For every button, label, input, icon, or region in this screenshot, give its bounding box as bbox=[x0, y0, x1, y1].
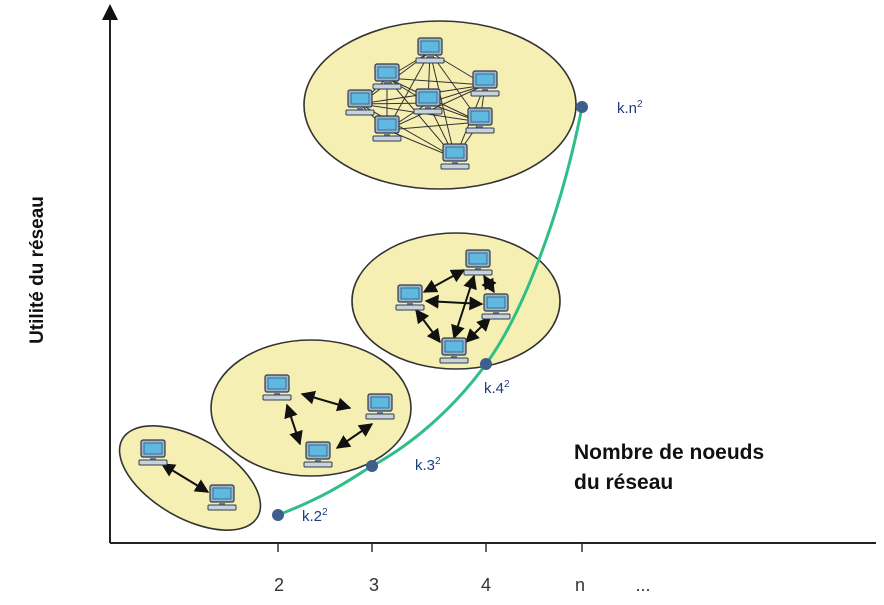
computer-icon bbox=[413, 88, 443, 115]
x-axis-label-line2: du réseau bbox=[574, 471, 674, 494]
y-axis-label: Utilité du réseau bbox=[8, 150, 68, 390]
label-kn: k.n2 bbox=[617, 99, 643, 117]
computer-icon bbox=[395, 284, 425, 311]
growth-curve bbox=[277, 106, 584, 517]
x-ticks bbox=[277, 543, 583, 552]
link-arrows bbox=[160, 269, 497, 493]
point-k2 bbox=[272, 509, 284, 521]
computer-icon bbox=[415, 37, 445, 64]
computer-icon bbox=[207, 484, 237, 511]
computer-icon bbox=[262, 374, 292, 401]
computer-icon bbox=[372, 63, 402, 90]
label-k3: k.32 bbox=[415, 456, 441, 474]
tick-label-4: 4 bbox=[481, 575, 491, 595]
computer-icon bbox=[345, 89, 375, 116]
computer-icon bbox=[303, 441, 333, 468]
tick-label-n: n bbox=[575, 575, 585, 595]
computer-icon bbox=[463, 249, 493, 276]
x-axis-label: Nombre de noeuds du réseau bbox=[574, 438, 874, 498]
arrow-3-a bbox=[300, 390, 352, 412]
label-k4: k.42 bbox=[484, 379, 510, 397]
computer-icon bbox=[365, 393, 395, 420]
arrow-3-b bbox=[284, 403, 303, 446]
point-kn bbox=[576, 101, 588, 113]
tick-label-2: 2 bbox=[274, 575, 284, 595]
arrow-3-c bbox=[335, 423, 374, 449]
computer-icon bbox=[372, 115, 402, 142]
computer-icon bbox=[470, 70, 500, 97]
computer-icon bbox=[138, 439, 168, 466]
arrow-4-a bbox=[422, 269, 466, 293]
computer-icon bbox=[481, 293, 511, 320]
y-axis-label-text: Utilité du réseau bbox=[27, 196, 49, 344]
arrow-2-a bbox=[160, 463, 210, 493]
arrow-4-f bbox=[465, 317, 491, 343]
computer-icon bbox=[439, 337, 469, 364]
arrow-4-d bbox=[481, 274, 497, 294]
x-axis-label-line1: Nombre de noeuds bbox=[574, 441, 765, 464]
arrow-4-e bbox=[451, 274, 477, 340]
label-k2: k.22 bbox=[302, 507, 328, 525]
computer-icon bbox=[465, 107, 495, 134]
arrow-4-c bbox=[415, 308, 441, 344]
computer-icon bbox=[440, 143, 470, 170]
tick-label-3: 3 bbox=[369, 575, 379, 595]
point-k3 bbox=[366, 460, 378, 472]
computers bbox=[138, 37, 511, 511]
tick-label-ellipsis: ... bbox=[635, 575, 650, 595]
point-k4 bbox=[480, 358, 492, 370]
